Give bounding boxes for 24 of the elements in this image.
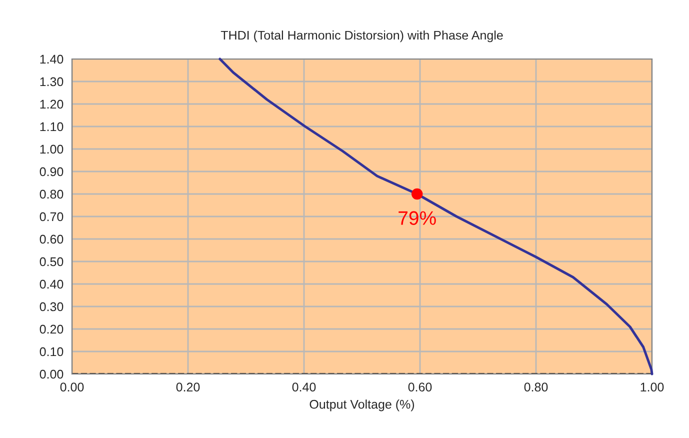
y-tick-label: 0.40 <box>40 280 64 289</box>
y-tick-label: 0.10 <box>40 347 64 356</box>
y-tick-label: 1.10 <box>40 122 64 132</box>
y-tick-label: 0.70 <box>40 212 64 222</box>
x-tick-label: 1.00 <box>640 382 664 392</box>
x-tick-label: 0.60 <box>408 382 432 392</box>
chart-title: THDI (Total Harmonic Distorsion) with Phase Angle <box>220 30 503 42</box>
x-axis-title: Output Voltage (%) <box>310 400 414 412</box>
annotation: 79% <box>398 211 436 225</box>
y-tick-label: 0.00 <box>40 370 64 379</box>
y-tick-label: 1.20 <box>40 100 64 109</box>
y-tick-label: 1.30 <box>40 77 64 86</box>
y-tick-label: 0.80 <box>40 190 64 199</box>
y-tick-label: 0.30 <box>40 302 64 312</box>
y-tick-label: 0.20 <box>40 324 64 334</box>
x-tick-label: 0.00 <box>60 382 84 392</box>
y-tick-label: 0.90 <box>40 167 64 176</box>
x-tick-label: 0.20 <box>176 382 200 392</box>
y-tick-label: 1.00 <box>40 144 64 154</box>
y-tick-label: 1.40 <box>40 54 64 64</box>
x-tick-label: 0.80 <box>524 382 548 392</box>
y-tick-label: 0.50 <box>40 257 64 266</box>
x-tick-label: 0.40 <box>292 382 316 392</box>
y-tick-label: 0.60 <box>40 234 64 244</box>
